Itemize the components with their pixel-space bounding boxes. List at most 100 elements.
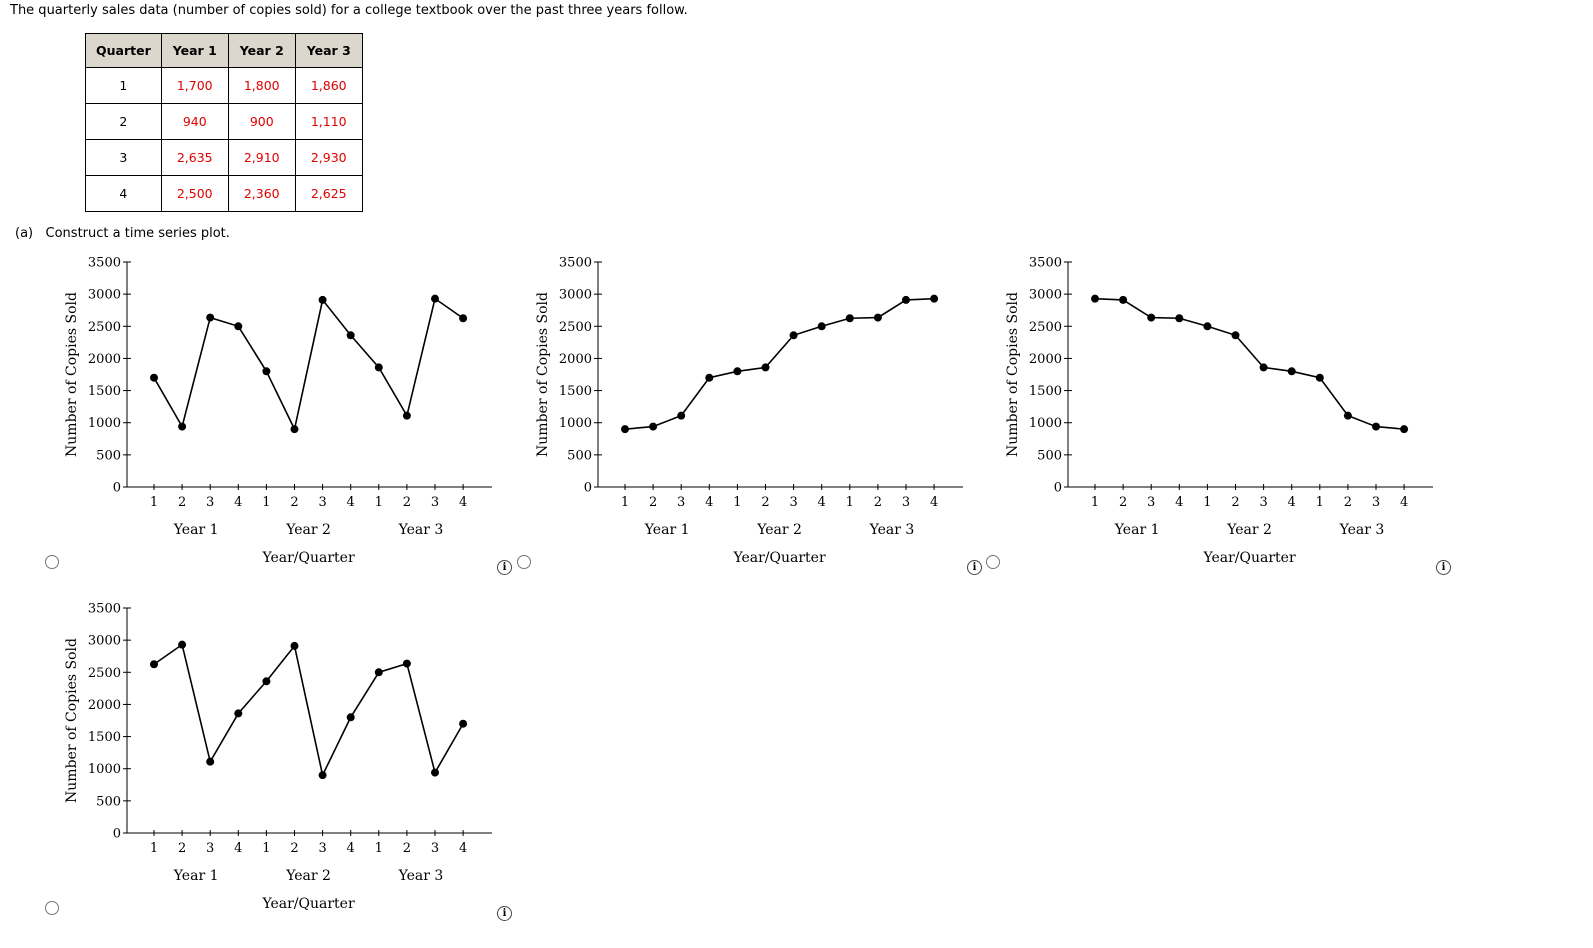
year-label: Year 2	[756, 522, 802, 538]
data-point	[346, 331, 355, 340]
data-point	[459, 314, 468, 323]
y-tick-label: 500	[1037, 448, 1062, 463]
x-tick-label: 4	[459, 841, 467, 856]
data-point	[733, 367, 742, 376]
info-icon[interactable]: i	[497, 560, 512, 575]
option-4-radio[interactable]	[45, 901, 59, 915]
table-cell: 4	[85, 175, 162, 212]
data-point	[206, 313, 215, 322]
y-axis-title: Number of Copies Sold	[64, 638, 80, 803]
option-2-radio[interactable]	[517, 555, 531, 569]
x-tick-label: 1	[846, 495, 854, 510]
data-point	[1343, 411, 1352, 420]
y-tick-label: 2000	[559, 352, 592, 367]
y-tick-label: 2500	[559, 320, 592, 335]
y-tick-label: 1500	[88, 384, 121, 399]
table-cell: 2,625	[294, 175, 363, 212]
time-series-plot-option-1: 0 500 1000 1500 2000 2500 3000 3500 Number of Co…	[64, 256, 492, 566]
data-point	[290, 641, 299, 650]
data-point	[705, 373, 714, 382]
x-tick-label: 4	[459, 495, 467, 510]
data-point	[318, 771, 327, 780]
option-1-radio[interactable]	[45, 555, 59, 569]
x-tick-label: 1	[150, 841, 158, 856]
x-tick-label: 1	[150, 495, 158, 510]
table-cell: 900	[227, 103, 296, 140]
y-tick-label: 2000	[1029, 352, 1062, 367]
data-point	[873, 313, 882, 322]
data-point	[318, 295, 327, 304]
y-tick-label: 500	[96, 448, 121, 463]
table-cell: 1,800	[227, 67, 296, 104]
data-point	[150, 373, 158, 382]
year-label: Year 1	[1114, 522, 1160, 538]
x-tick-label: 1	[1316, 495, 1324, 510]
data-point	[789, 331, 798, 340]
x-tick-label: 3	[1372, 495, 1380, 510]
data-point	[402, 659, 411, 668]
year-label: Year 2	[285, 868, 331, 884]
data-point	[374, 668, 383, 677]
y-tick-label: 0	[1054, 481, 1062, 496]
data-point	[1091, 294, 1099, 303]
x-tick-label: 2	[290, 841, 298, 856]
x-tick-label: 4	[1175, 495, 1183, 510]
table-header: Quarter	[85, 33, 162, 68]
table-header: Year 3	[294, 33, 363, 68]
table-cell: 2,635	[160, 139, 229, 176]
x-tick-label: 2	[1231, 495, 1239, 510]
data-point	[431, 294, 439, 303]
year-label: Year 3	[1339, 522, 1385, 538]
table-cell: 2,910	[227, 139, 296, 176]
table-row: 1 1,700 1,800 1,860	[85, 67, 363, 104]
data-point	[178, 640, 187, 649]
x-tick-label: 4	[347, 495, 355, 510]
data-point	[1119, 295, 1128, 304]
info-icon[interactable]: i	[497, 906, 512, 921]
x-tick-label: 4	[234, 841, 242, 856]
data-point	[677, 411, 686, 420]
series-line	[1094, 297, 1405, 430]
table-cell: 2,360	[227, 175, 296, 212]
table-cell: 940	[160, 103, 229, 140]
x-tick-label: 3	[431, 495, 439, 510]
year-label: Year 3	[398, 522, 444, 538]
y-tick-label: 3000	[559, 288, 592, 303]
sales-table: Quarter Year 1 Year 2 Year 3 1 1,700 1,8…	[85, 33, 363, 212]
x-tick-label: 3	[677, 495, 685, 510]
data-point	[290, 425, 299, 434]
x-tick-label: 3	[318, 495, 326, 510]
x-tick-label: 1	[1203, 495, 1211, 510]
option-3-radio[interactable]	[986, 555, 1000, 569]
info-icon[interactable]: i	[967, 560, 982, 575]
x-tick-label: 1	[1091, 495, 1099, 510]
x-axis-title: Year/Quarter	[1202, 550, 1296, 566]
year-label: Year 2	[285, 522, 331, 538]
data-point	[902, 295, 910, 304]
table-cell: 1,700	[160, 67, 229, 104]
x-tick-label: 1	[375, 495, 383, 510]
x-tick-label: 3	[789, 495, 797, 510]
y-tick-label: 2500	[1029, 320, 1062, 335]
data-point	[234, 709, 243, 718]
y-tick-label: 0	[113, 481, 121, 496]
table-cell: 2,500	[160, 175, 229, 212]
y-tick-label: 0	[584, 481, 592, 496]
y-tick-label: 3500	[88, 256, 121, 271]
part-a-text: Construct a time series plot.	[45, 226, 230, 241]
y-tick-label: 3500	[88, 602, 121, 617]
data-point	[1372, 422, 1380, 431]
year-label: Year 2	[1226, 522, 1272, 538]
x-tick-label: 4	[1288, 495, 1296, 510]
x-tick-label: 3	[318, 841, 326, 856]
data-point	[262, 367, 271, 376]
series-line	[153, 643, 464, 778]
table-header: Year 1	[160, 33, 229, 68]
y-tick-label: 1000	[1029, 416, 1062, 431]
info-icon[interactable]: i	[1436, 560, 1451, 575]
y-axis-title: Number of Copies Sold	[535, 292, 551, 457]
data-point	[1315, 373, 1324, 382]
table-header: Year 2	[227, 33, 296, 68]
part-a-label: (a)	[15, 226, 34, 241]
year-label: Year 1	[173, 868, 219, 884]
